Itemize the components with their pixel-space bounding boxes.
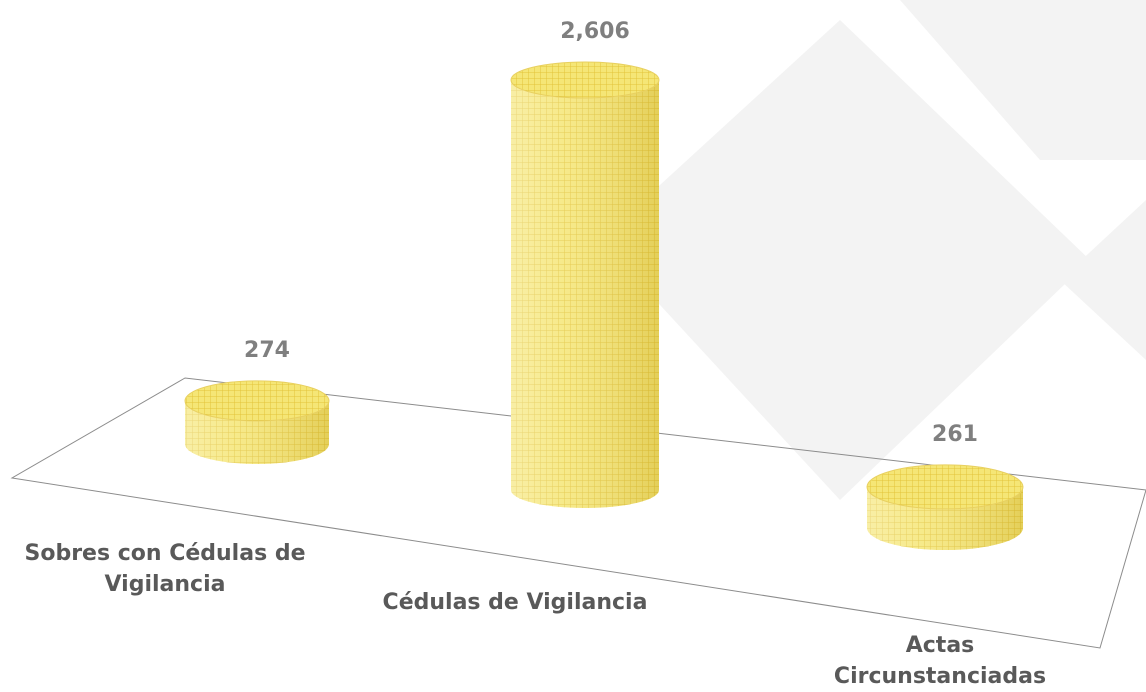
bar <box>184 380 330 464</box>
bar-top-grid <box>866 464 1024 510</box>
chart-floor <box>10 377 1146 649</box>
data-label: 261 <box>932 422 978 447</box>
data-label: 274 <box>244 338 290 363</box>
bar-body-shade <box>511 80 659 508</box>
bar-top-grid <box>510 61 660 99</box>
x-tick-label: Cédulas de Vigilancia <box>382 590 648 615</box>
bar-top-grid <box>184 380 330 422</box>
bar <box>510 61 660 508</box>
bar <box>866 464 1024 550</box>
data-label: 2,606 <box>560 19 630 44</box>
bar-body-shade <box>867 486 1023 550</box>
x-tick-label: Actas Circunstanciadas <box>833 633 1047 689</box>
bar-body-shade <box>185 400 329 464</box>
x-tick-label: Sobres con Cédulas de Vigilancia <box>24 541 306 597</box>
watermark <box>600 0 1146 500</box>
